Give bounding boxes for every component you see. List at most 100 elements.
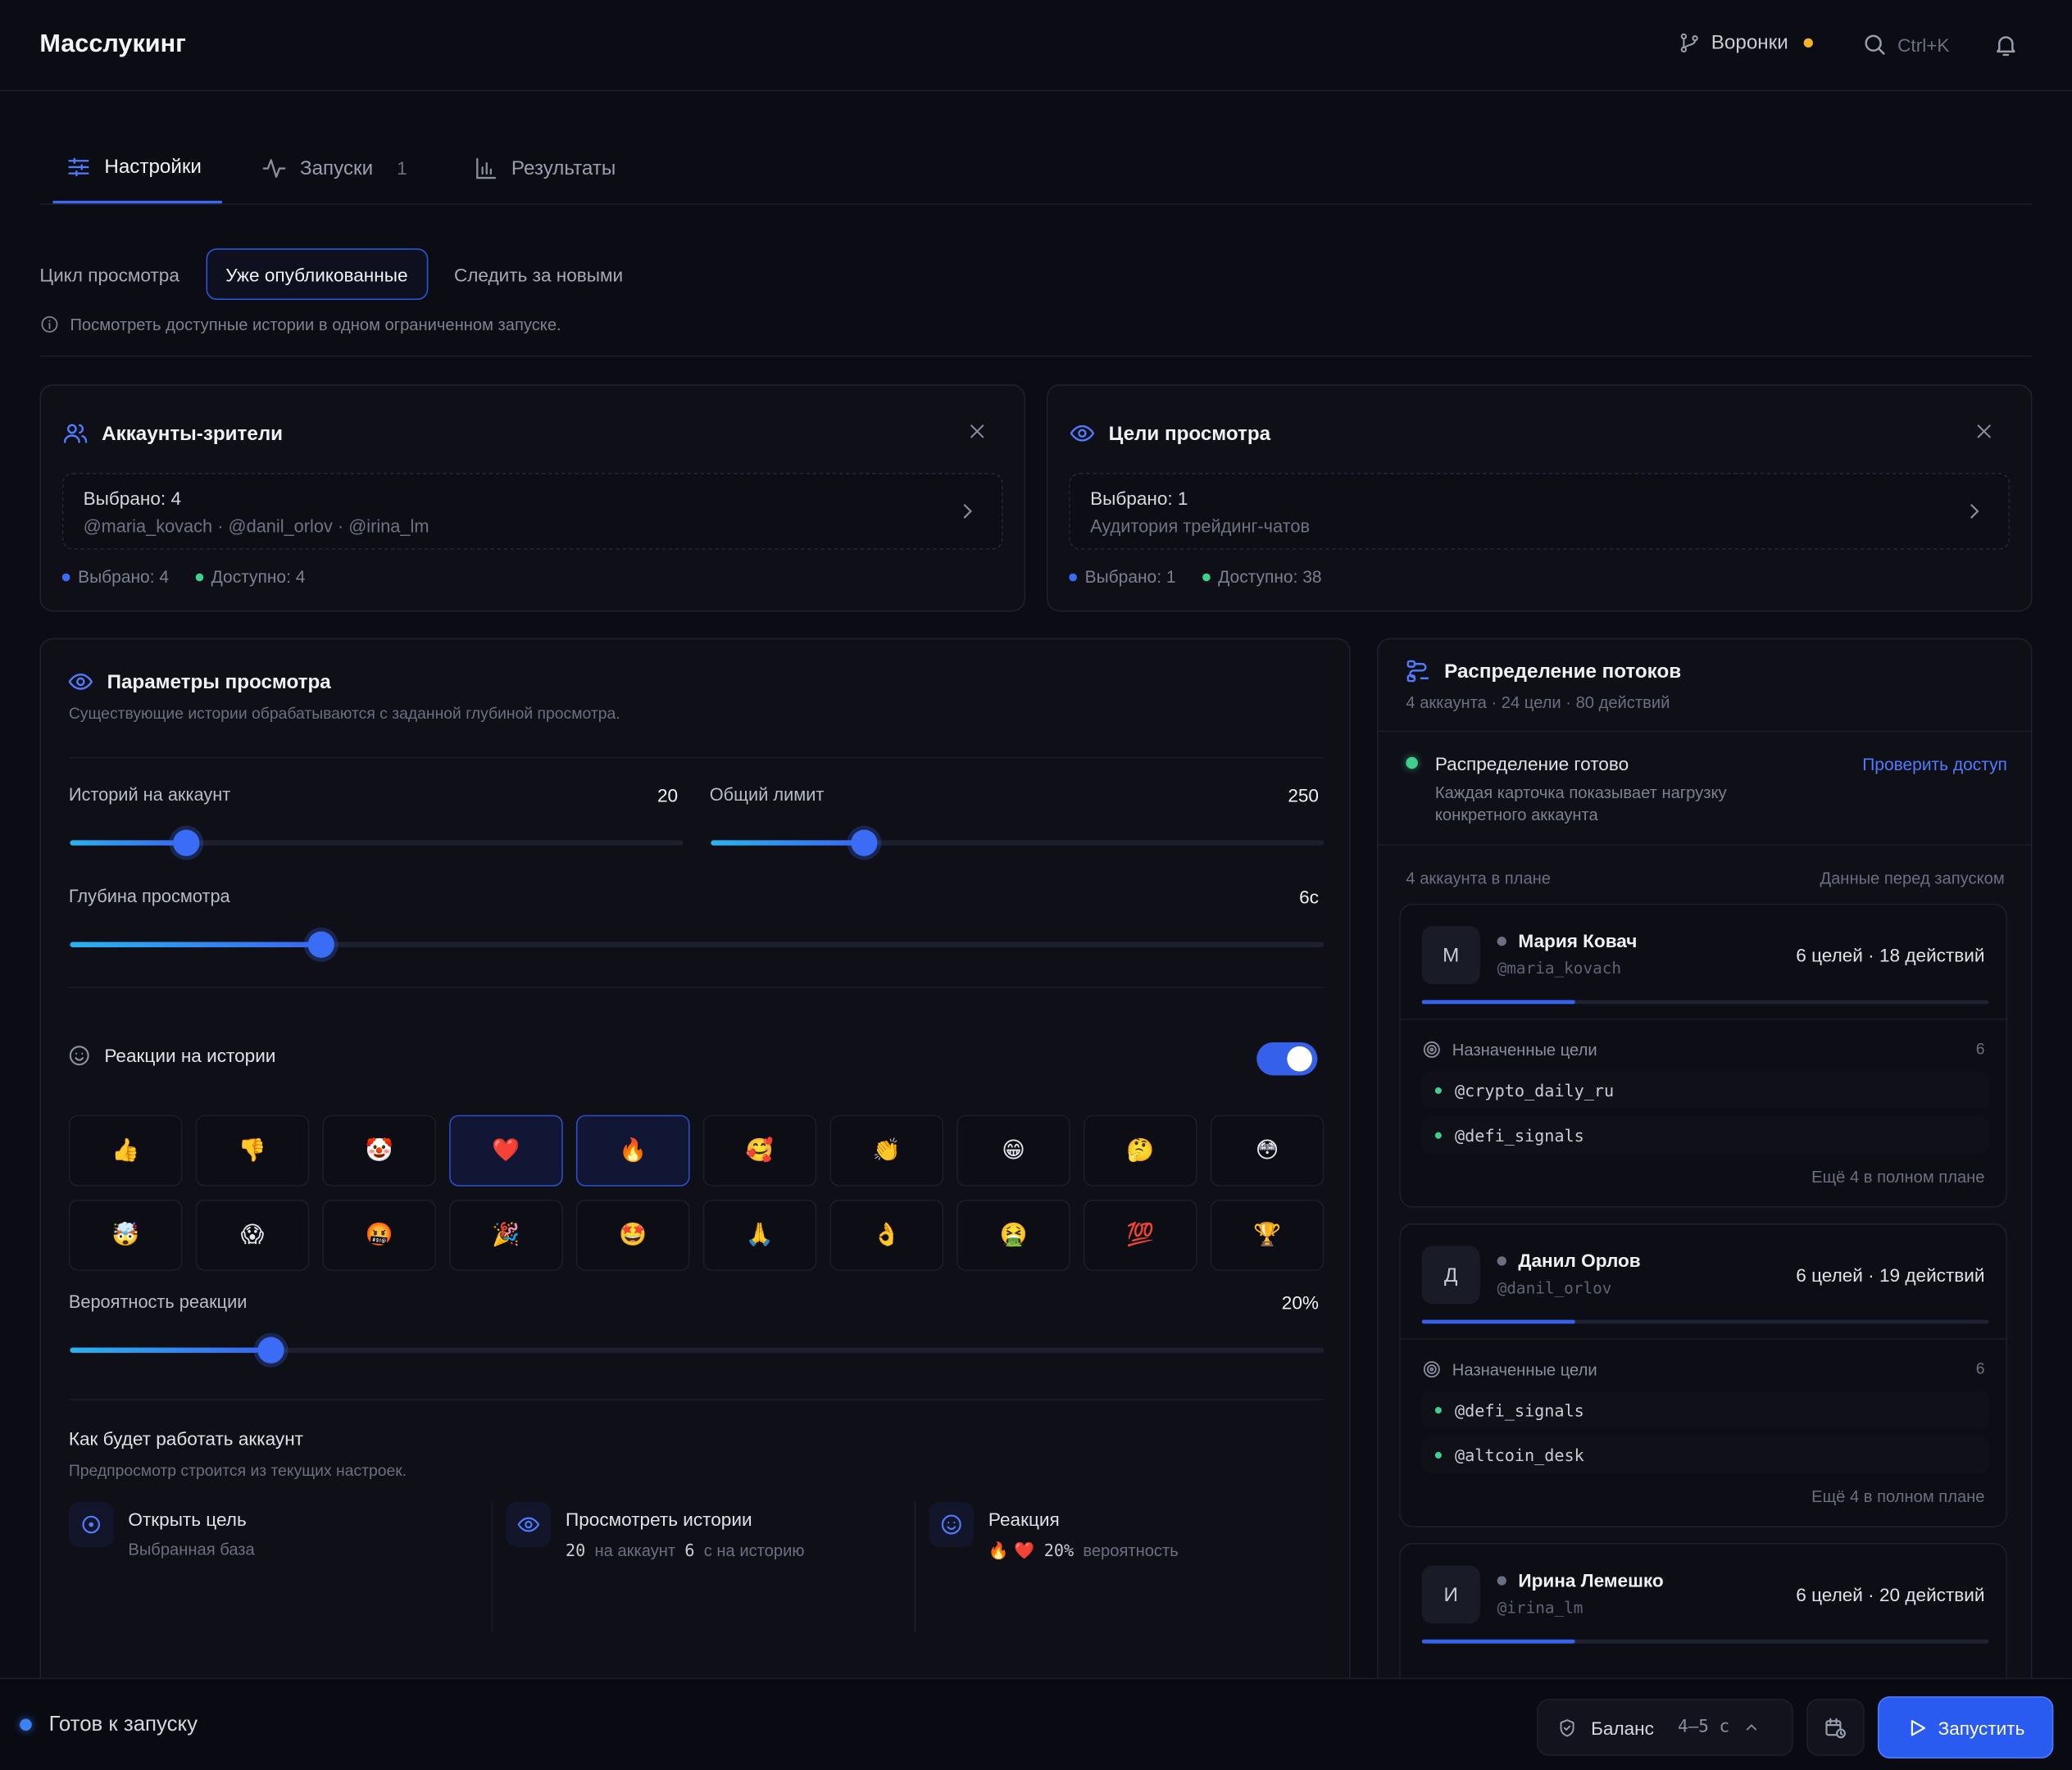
tab-runs[interactable]: Запуски 1	[261, 132, 407, 203]
viewer-accounts-selector[interactable]: Выбрано: 4 @maria_kovach · @danil_orlov …	[61, 473, 1003, 550]
emoji-option[interactable]: ❤️	[449, 1114, 563, 1187]
view-targets-selector[interactable]: Выбрано: 1 Аудитория трейдинг-чатов	[1069, 473, 2011, 550]
calendar-clock-icon	[1825, 1717, 1846, 1738]
search-shortcut: Ctrl+K	[1897, 34, 1950, 55]
account-card[interactable]: М Мария Ковач @maria_kovach 6 целей · 18…	[1399, 903, 2009, 1208]
viewer-stats: Выбрано: 4 Доступно: 4	[61, 567, 305, 587]
emoji-option[interactable]: 😁	[956, 1114, 1070, 1187]
reactions-label: Реакции на истории	[104, 1045, 276, 1067]
emoji-option[interactable]: 🔥	[575, 1114, 690, 1187]
run-button[interactable]: Запустить	[1877, 1696, 2054, 1759]
emoji-option[interactable]: 🤮	[956, 1199, 1070, 1271]
account-name: Данил Орлов	[1497, 1250, 1641, 1271]
step-open-title: Открыть цель	[128, 1509, 247, 1530]
how-subtitle: Предпросмотр строится из текущих настрое…	[68, 1461, 407, 1480]
emoji-option[interactable]: 🏆	[1210, 1199, 1325, 1271]
distribution-card: Распределение потоков 4 аккаунта · 24 це…	[1376, 638, 2033, 1695]
smile-icon	[67, 1044, 91, 1068]
slider-handle[interactable]	[851, 829, 878, 856]
viewer-accounts-header: Аккаунты-зрители	[62, 420, 283, 447]
reaction-probability-slider[interactable]	[70, 1337, 1325, 1364]
stories-per-account-slider[interactable]	[70, 829, 684, 856]
emoji-option[interactable]: 🤬	[322, 1199, 437, 1271]
target-row: @defi_signals	[1421, 1116, 1989, 1154]
view-targets-title: Цели просмотра	[1108, 422, 1271, 445]
viewer-accounts-card: Аккаунты-зрители Выбрано: 4 @maria_kovac…	[39, 384, 1026, 612]
chevron-up-icon	[1746, 1724, 1756, 1731]
funnels-button[interactable]: Воронки	[1678, 32, 1814, 54]
mode-follow-new[interactable]: Следить за новыми	[453, 263, 624, 285]
divider	[68, 1399, 1325, 1400]
funnels-status-dot	[1804, 38, 1814, 48]
tab-runs-count: 1	[397, 157, 407, 179]
close-icon[interactable]	[1974, 421, 1994, 441]
search-button[interactable]: Ctrl+K	[1862, 32, 1950, 57]
view-params-card: Параметры просмотра Существующие истории…	[39, 638, 1351, 1695]
slider-handle[interactable]	[173, 829, 200, 856]
step-view-sub: 20 на аккаунт 6 с на историю	[566, 1540, 805, 1561]
shield-icon	[1560, 1718, 1574, 1736]
balance-label: Баланс	[1591, 1717, 1654, 1738]
emoji-option[interactable]: 🤩	[575, 1199, 690, 1271]
total-limit-label: Общий лимит	[709, 784, 825, 805]
step-reaction-sub: 🔥 ❤️ 20% вероятность	[988, 1540, 1179, 1561]
chevron-right-icon	[956, 501, 978, 522]
view-depth-slider[interactable]	[70, 931, 1325, 958]
account-card[interactable]: Д Данил Орлов @danil_orlov 6 целей · 19 …	[1399, 1223, 2009, 1527]
divider	[914, 1500, 916, 1633]
emoji-option[interactable]: 👍	[68, 1114, 183, 1187]
slider-handle[interactable]	[307, 931, 334, 958]
tab-settings[interactable]: Настройки	[52, 132, 222, 204]
assigned-targets-count: 6	[1975, 1039, 1985, 1059]
slider-handle[interactable]	[257, 1337, 284, 1364]
eye-icon	[506, 1502, 552, 1547]
app-title: Масслукинг	[39, 30, 186, 58]
plan-data-note: Данные перед запуском	[1820, 869, 2005, 888]
eye-icon	[1069, 420, 1095, 447]
emoji-option[interactable]: 🤯	[68, 1199, 183, 1271]
step-open-target: Открыть цель Выбранная база	[68, 1502, 492, 1634]
eye-icon	[67, 669, 93, 695]
emoji-option[interactable]: 🤡	[322, 1114, 437, 1187]
total-limit-slider[interactable]	[711, 829, 1325, 856]
targets-stats: Выбрано: 1 Доступно: 38	[1069, 567, 1322, 587]
close-icon[interactable]	[967, 421, 987, 441]
account-handle: @maria_kovach	[1497, 959, 1622, 978]
reactions-toggle[interactable]	[1256, 1042, 1318, 1076]
bell-icon[interactable]	[1992, 32, 2019, 58]
step-reaction: Реакция 🔥 ❤️ 20% вероятность	[929, 1502, 1325, 1634]
run-label: Запустить	[1938, 1717, 2025, 1738]
view-cycle-label: Цикл просмотра	[39, 263, 179, 285]
emoji-option[interactable]: 👏	[829, 1114, 944, 1187]
emoji-option[interactable]: 👌	[829, 1199, 944, 1271]
mode-hint: Посмотреть доступные истории в одном огр…	[39, 315, 561, 334]
balance-button[interactable]: Баланс 4–5 с	[1536, 1699, 1793, 1756]
emoji-option[interactable]: 🥰	[702, 1114, 817, 1187]
slider-fill	[70, 840, 187, 846]
tab-results[interactable]: Результаты	[473, 132, 616, 203]
schedule-button[interactable]	[1806, 1699, 1865, 1756]
account-summary: 6 целей · 19 действий	[1796, 1264, 1985, 1286]
emoji-option[interactable]: 🤔	[1084, 1114, 1197, 1187]
mode-published[interactable]: Уже опубликованные	[206, 248, 428, 300]
targets-stat-available: Доступно: 38	[1202, 567, 1322, 587]
emoji-option[interactable]: 💯	[1084, 1199, 1197, 1271]
emoji-option[interactable]: 🙏	[702, 1199, 817, 1271]
emoji-option[interactable]: 😳	[1210, 1114, 1325, 1187]
assigned-targets-label: Назначенные цели	[1422, 1359, 1597, 1379]
emoji-option[interactable]: 👎	[195, 1114, 310, 1187]
distribution-ready-banner: Распределение готово Каждая карточка пок…	[1378, 730, 2031, 846]
account-card[interactable]: И Ирина Лемешко @irina_lm 6 целей · 20 д…	[1399, 1543, 2007, 1694]
emoji-option[interactable]: 🎉	[449, 1199, 563, 1271]
sliders-icon	[66, 154, 92, 179]
check-access-link[interactable]: Проверить доступ	[1862, 754, 2007, 774]
ready-subtitle: Каждая карточка показывает нагрузку конк…	[1434, 783, 1727, 825]
plan-accounts-count: 4 аккаунта в плане	[1406, 869, 1551, 888]
avatar: М	[1421, 926, 1480, 985]
stories-per-account-value: 20	[657, 784, 679, 806]
account-load-bar	[1421, 1000, 1989, 1005]
smile-icon	[929, 1502, 975, 1547]
tab-runs-label: Запуски	[299, 157, 374, 179]
viewer-handles: @maria_kovach · @danil_orlov · @irina_lm	[83, 516, 429, 537]
emoji-option[interactable]: 😱	[195, 1199, 310, 1271]
